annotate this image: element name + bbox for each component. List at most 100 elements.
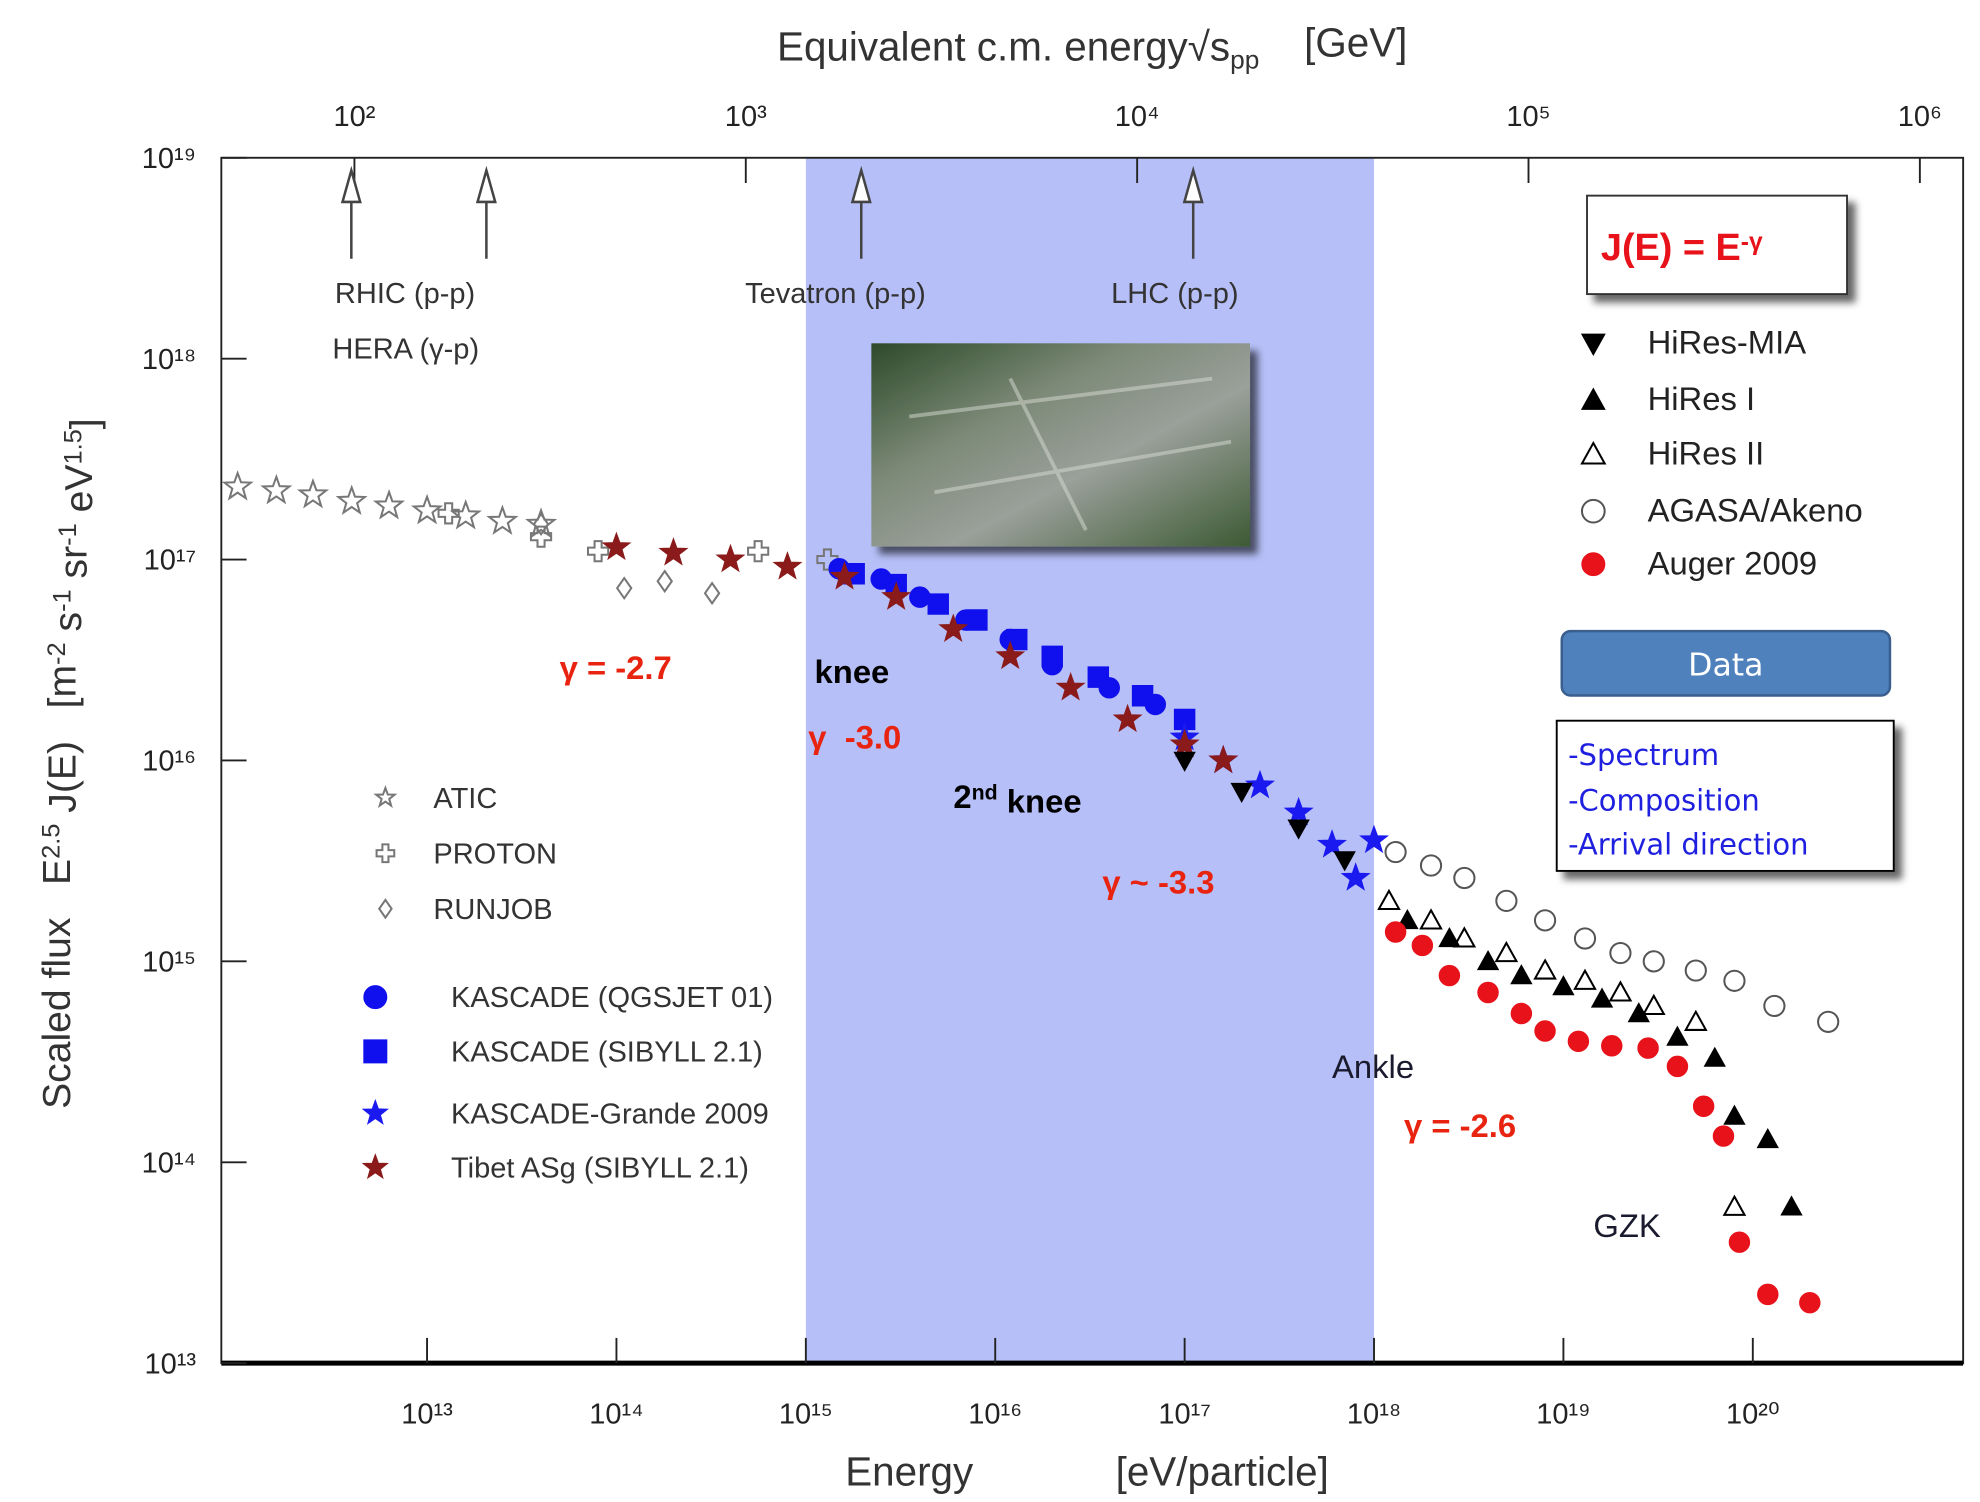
data-point <box>437 502 460 525</box>
data-point <box>1684 1009 1708 1031</box>
data-point <box>966 609 988 631</box>
data-point <box>1533 958 1557 980</box>
legend-label: Tibet ASg (SIBYLL 2.1) <box>451 1153 749 1185</box>
legend-label: Auger 2009 <box>1648 544 1818 581</box>
data-point <box>1627 1002 1650 1023</box>
data-point <box>1641 993 1666 1016</box>
annotation: γ = -2.7 <box>560 649 672 686</box>
data-point <box>1208 744 1239 774</box>
legend-label: KASCADE (QGSJET 01) <box>451 982 773 1014</box>
data-point <box>1666 1025 1689 1046</box>
y-tick-label: 10¹⁸ <box>142 344 196 376</box>
x-tick-label: 10¹⁶ <box>968 1399 1022 1431</box>
data-point <box>1438 927 1461 948</box>
legend-label: RUNJOB <box>433 894 552 926</box>
x-axis-title: Energy <box>845 1449 974 1495</box>
text-part: knee <box>998 782 1082 819</box>
text-part: -1 <box>49 589 77 612</box>
legend-marker <box>363 985 388 1010</box>
data-list-item: -Arrival direction <box>1568 827 1808 861</box>
data-point <box>525 507 558 538</box>
data-point <box>1244 769 1275 799</box>
data-point <box>1692 1095 1715 1117</box>
highlight-band <box>805 157 1375 1364</box>
legend-label: HiRes-MIA <box>1648 323 1807 360</box>
data-point <box>1419 908 1443 930</box>
x2-tick-label: 10⁴ <box>1115 101 1160 133</box>
data-point <box>335 484 368 515</box>
data-point <box>1384 840 1407 864</box>
data-point <box>1173 708 1196 731</box>
data-button-label: Data <box>1688 647 1763 683</box>
data-point <box>1359 824 1389 854</box>
legend-marker <box>377 898 393 920</box>
data-point <box>938 613 969 642</box>
x-tick-label: 10¹³ <box>401 1399 453 1431</box>
data-point <box>927 593 949 615</box>
legend-marker <box>361 1153 389 1180</box>
legend-marker <box>1580 387 1606 410</box>
legend-marker <box>1580 333 1606 356</box>
data-point <box>1495 889 1518 912</box>
data-point <box>1590 987 1614 1008</box>
x-tick-label: 10¹⁸ <box>1347 1399 1401 1431</box>
data-point <box>1712 1125 1735 1147</box>
data-point <box>1666 1055 1689 1078</box>
data-point <box>1728 1231 1751 1253</box>
annotation: GZK <box>1593 1207 1661 1244</box>
x-tick-label: 10¹⁹ <box>1536 1399 1590 1431</box>
data-point <box>1684 959 1707 982</box>
annotation: γ -3.0 <box>808 718 901 755</box>
data-point <box>656 569 674 594</box>
data-point <box>221 470 254 501</box>
data-button <box>1560 629 1892 697</box>
data-point <box>601 531 632 561</box>
x-tick-label: 10¹⁷ <box>1158 1399 1210 1431</box>
annotation: Tevatron (p-p) <box>745 278 926 310</box>
x-tick-label: 10¹⁴ <box>589 1399 643 1431</box>
text-part: pp <box>1230 44 1259 74</box>
legend-label: AGASA/Akeno <box>1648 491 1863 528</box>
y-tick-label: 10¹⁷ <box>144 545 196 577</box>
data-point <box>1722 1194 1747 1216</box>
data-point <box>1384 921 1407 943</box>
x-axis-unit: [eV/particle] <box>1116 1449 1329 1495</box>
legend-marker <box>375 843 396 864</box>
data-point <box>1601 1035 1623 1057</box>
text-part: -γ <box>1741 229 1763 256</box>
data-list-item: -Composition <box>1568 783 1760 817</box>
data-point <box>1573 927 1597 950</box>
legend-marker <box>1580 440 1607 465</box>
y-tick-label: 10¹⁹ <box>142 143 196 175</box>
legend-label: HiRes I <box>1648 380 1756 417</box>
text-part: eV <box>58 465 101 524</box>
annotation: Ankle <box>1332 1048 1414 1085</box>
data-point <box>1723 969 1746 992</box>
data-point <box>1637 1037 1659 1059</box>
accelerator-arrows <box>340 165 1204 259</box>
data-point <box>703 581 721 606</box>
data-point <box>881 581 912 610</box>
data-point <box>1533 909 1557 932</box>
data-point <box>410 493 444 525</box>
text-part: ] <box>63 418 106 429</box>
data-point <box>615 576 633 601</box>
data-point <box>1438 964 1461 987</box>
formula-box <box>1586 194 1848 296</box>
x-tick-label: 10²⁰ <box>1726 1399 1780 1431</box>
data-point <box>1087 666 1110 688</box>
text-part: 2.5 <box>38 824 66 859</box>
legend-label: KASCADE (SIBYLL 2.1) <box>451 1036 763 1068</box>
annotation: γ = -2.6 <box>1404 1107 1516 1144</box>
data-point <box>1377 888 1401 911</box>
data-point <box>1756 1127 1779 1149</box>
legend-label: HiRes II <box>1648 434 1765 471</box>
data-point <box>260 473 293 505</box>
data-list-box <box>1555 719 1895 872</box>
data-point <box>1055 672 1086 701</box>
data-point <box>486 504 519 535</box>
legend-marker <box>373 785 398 808</box>
text-part: -2 <box>43 642 71 665</box>
annotation: HERA (γ-p) <box>332 333 479 365</box>
